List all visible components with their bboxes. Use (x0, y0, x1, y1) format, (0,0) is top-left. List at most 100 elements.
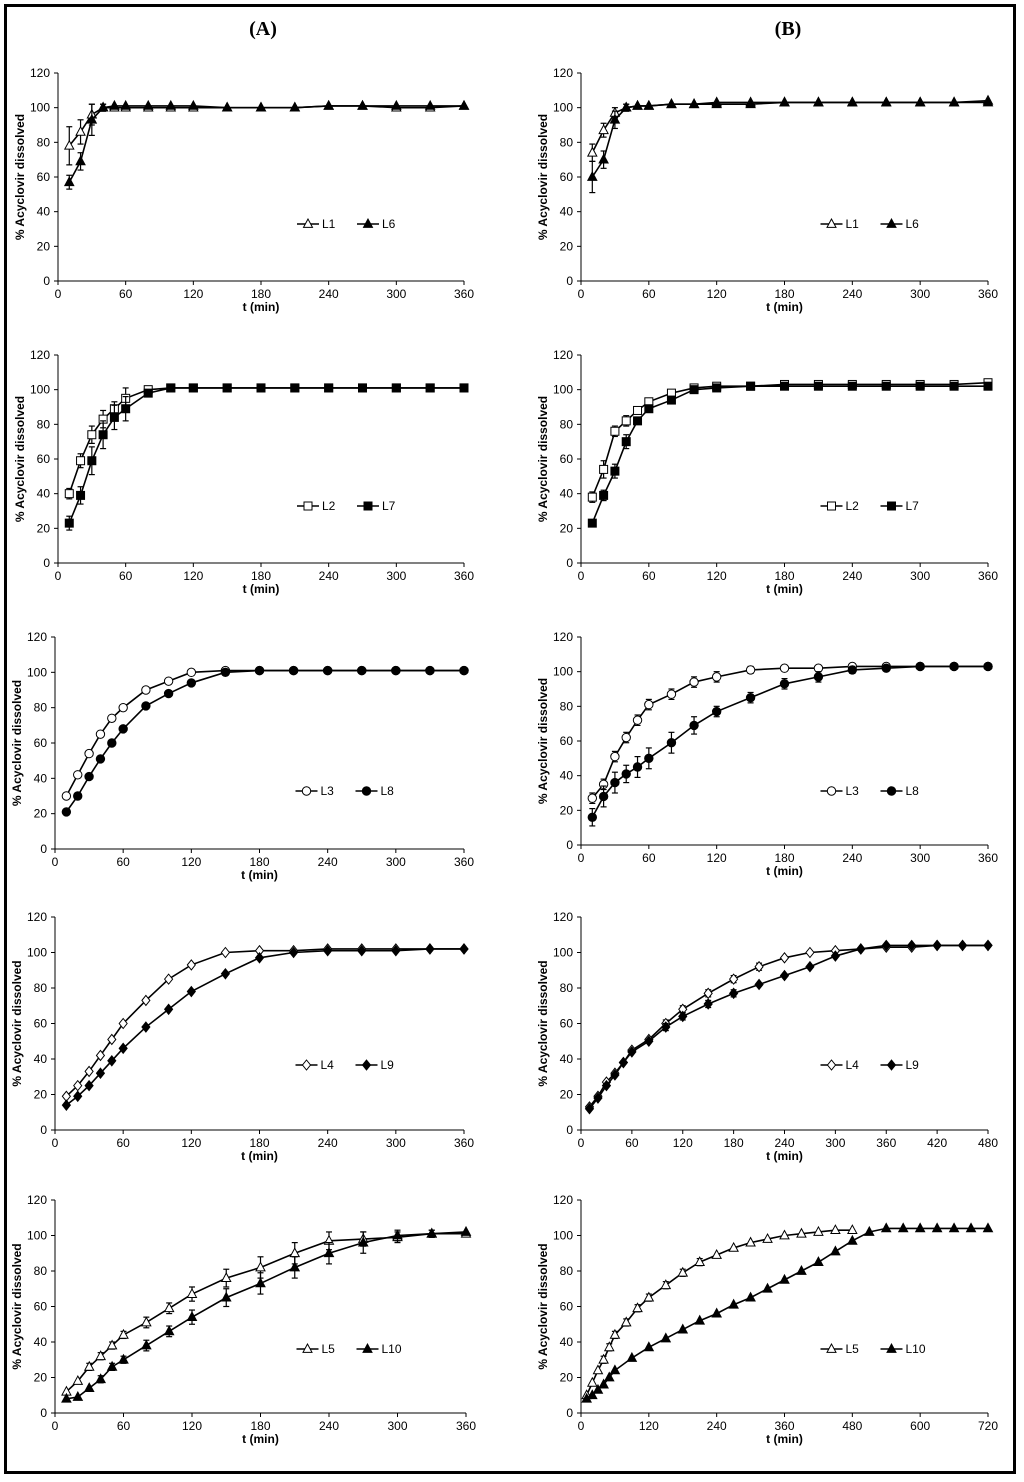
x-tick-label: 120 (639, 1419, 659, 1433)
series-line (588, 944, 988, 1110)
series-line (68, 387, 464, 494)
data-point (64, 518, 74, 528)
data-point (618, 1056, 629, 1069)
data-point (140, 1339, 152, 1350)
series-l7 (64, 383, 469, 531)
x-tick-label: 300 (910, 851, 930, 865)
data-point (643, 1341, 655, 1352)
data-point (220, 967, 231, 980)
data-point (982, 1222, 994, 1233)
data-point (983, 939, 993, 952)
y-tick-label: 100 (30, 383, 50, 397)
data-point (95, 1373, 107, 1384)
series-line (591, 665, 988, 818)
data-point (76, 490, 86, 500)
data-point (391, 665, 401, 676)
legend-entry-l3: L3 (295, 784, 334, 798)
data-point (592, 1383, 604, 1394)
data-point (118, 1042, 128, 1055)
data-point (830, 1245, 841, 1256)
data-point (846, 1234, 858, 1245)
y-tick-label: 60 (560, 1017, 574, 1031)
series-l5 (581, 1224, 858, 1400)
legend-entry-l4: L4 (820, 1058, 859, 1072)
y-axis-label: % Acyclovir dissolved (536, 960, 550, 1086)
data-point (98, 430, 108, 440)
data-point (221, 101, 233, 112)
data-point (621, 732, 631, 743)
data-point (780, 381, 789, 391)
x-tick-label: 180 (251, 569, 271, 583)
x-tick-label: 240 (319, 287, 339, 301)
legend-label: L7 (906, 499, 920, 513)
series-line (68, 105, 464, 183)
x-tick-label: 60 (119, 287, 133, 301)
x-tick-label: 120 (181, 855, 201, 869)
data-point (863, 1225, 875, 1236)
legend-entry-l3: L3 (820, 784, 859, 798)
data-point (107, 738, 117, 748)
legend-marker (302, 217, 314, 228)
data-point (256, 383, 266, 393)
data-point (95, 1350, 107, 1361)
series-line (65, 669, 464, 797)
legend-label: L8 (381, 784, 395, 798)
x-tick-label: 300 (386, 1136, 406, 1150)
data-point (643, 99, 655, 110)
legend-label: L10 (382, 1342, 402, 1356)
x-tick-label: 240 (319, 1419, 339, 1433)
data-point (163, 1325, 175, 1336)
series-l1 (63, 99, 470, 166)
data-point (660, 1332, 672, 1343)
series-l10 (61, 1225, 472, 1403)
data-point (72, 1374, 84, 1385)
data-point (728, 973, 739, 985)
data-point (957, 939, 968, 952)
data-point (689, 677, 699, 687)
x-tick-label: 0 (52, 855, 59, 869)
data-point (72, 1390, 84, 1401)
legend-marker (361, 786, 372, 796)
x-tick-label: 120 (707, 569, 727, 583)
series-l2 (587, 378, 993, 503)
x-tick-label: 0 (578, 287, 585, 301)
series-l4 (584, 939, 993, 1113)
data-point (188, 383, 198, 393)
data-point (897, 1222, 909, 1233)
y-tick-label: 120 (30, 66, 50, 80)
data-point (324, 383, 334, 393)
y-tick-label: 80 (560, 981, 574, 995)
y-tick-label: 0 (43, 274, 50, 288)
data-point (796, 1264, 807, 1275)
chart-b2: 0 20 40 60 80 100 120 0 60 120 180 240 300 360 t (min)… (536, 348, 998, 596)
data-point (666, 98, 677, 109)
data-point (610, 751, 620, 762)
x-tick-label: 480 (842, 1419, 862, 1433)
chart-a2: 0 20 40 60 80 100 120 0 60 120 180 240 300 360 t (min)… (13, 348, 474, 596)
x-tick-label: 0 (578, 1136, 585, 1150)
x-tick-label: 720 (978, 1419, 998, 1433)
data-point (745, 665, 756, 675)
data-point (965, 1222, 977, 1233)
data-point (289, 1261, 301, 1272)
data-point (255, 1261, 266, 1272)
series-l10 (581, 1222, 994, 1403)
data-point (322, 665, 333, 676)
data-point (666, 395, 676, 405)
series-line (68, 105, 465, 147)
data-point (745, 1236, 756, 1247)
x-tick-label: 180 (774, 287, 794, 301)
data-point (754, 960, 764, 973)
x-tick-label: 240 (707, 1419, 727, 1433)
data-point (626, 1351, 638, 1362)
y-tick-label: 20 (34, 807, 48, 821)
data-point (856, 943, 866, 955)
data-point (109, 99, 120, 110)
y-tick-label: 0 (40, 1123, 47, 1137)
x-tick-label: 120 (181, 1136, 201, 1150)
data-point (621, 416, 631, 426)
y-tick-label: 80 (34, 701, 48, 715)
y-tick-label: 0 (566, 838, 573, 852)
legend-entry-l6: L6 (880, 217, 919, 231)
x-tick-label: 360 (774, 1419, 794, 1433)
